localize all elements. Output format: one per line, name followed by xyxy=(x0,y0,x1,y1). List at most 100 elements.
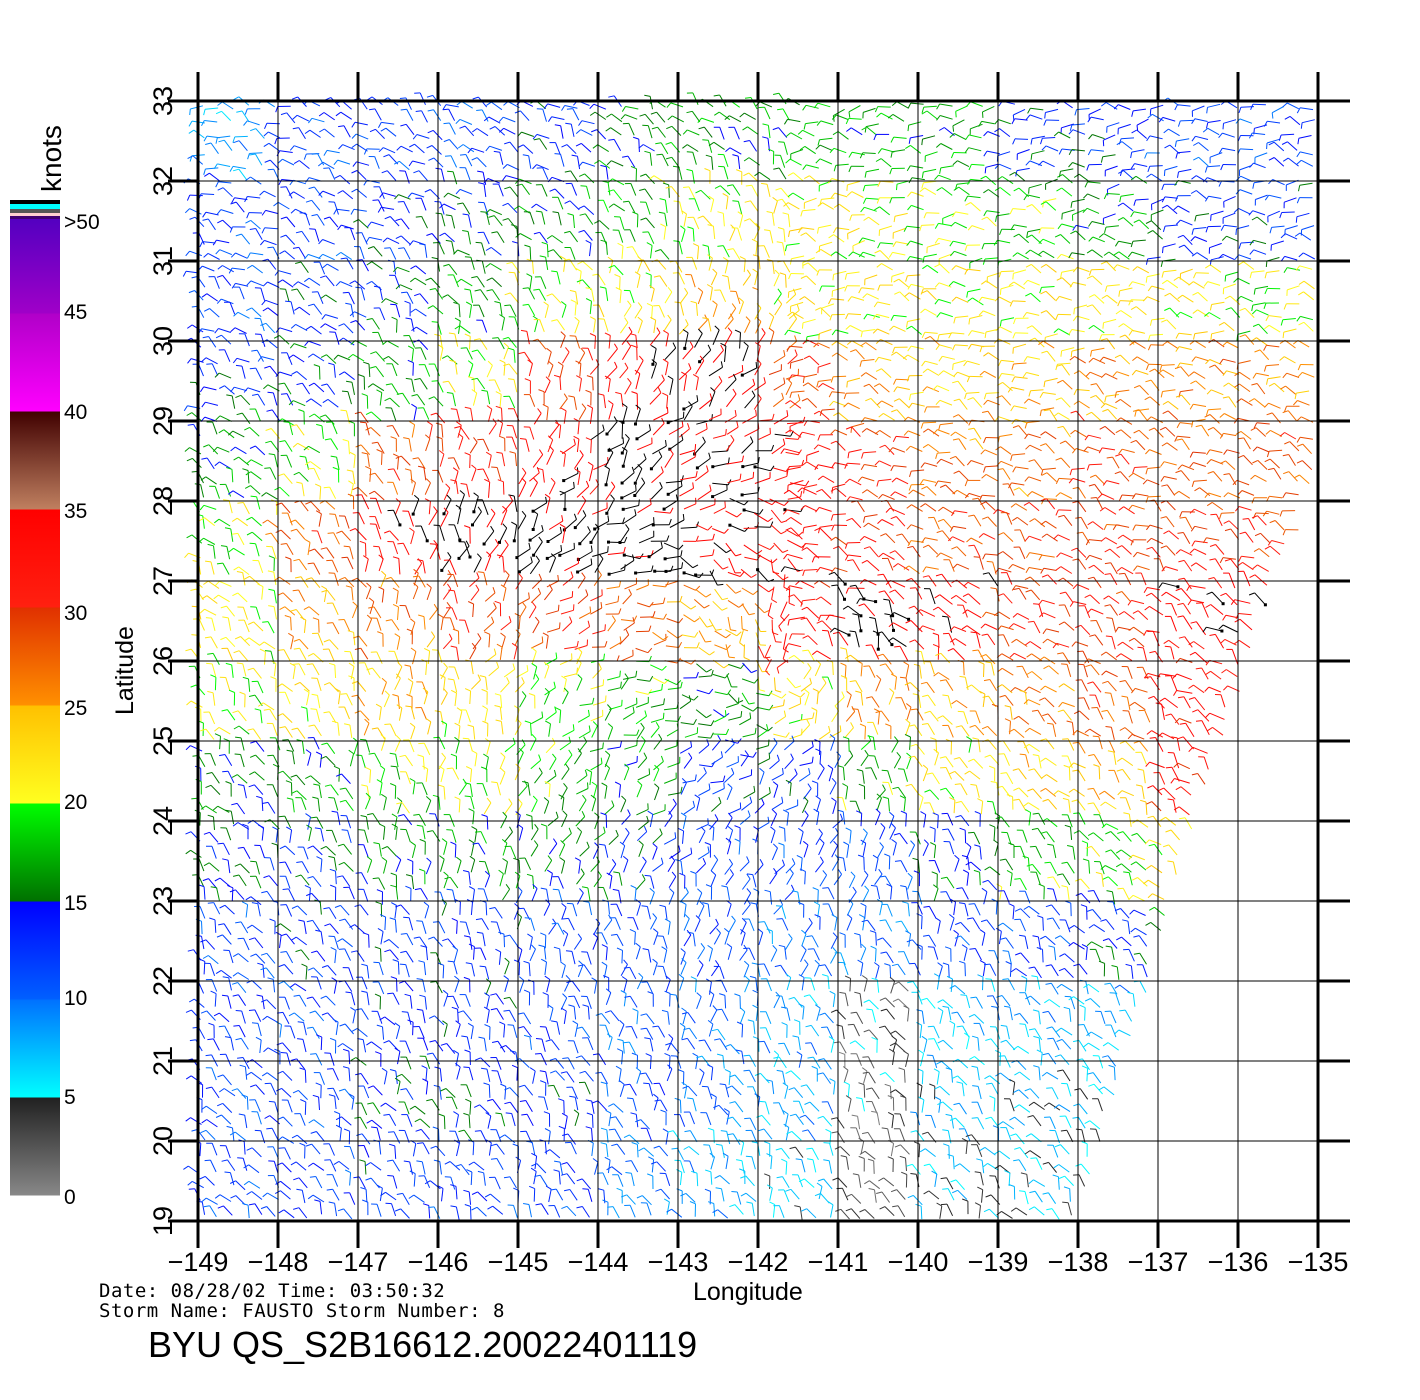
wind-barb-tick xyxy=(1163,169,1166,177)
wind-barb-tick xyxy=(952,438,959,441)
wind-barb-tick xyxy=(1040,138,1043,145)
wind-barb xyxy=(1092,236,1105,243)
wind-barb-tick xyxy=(1025,263,1032,268)
wind-barb xyxy=(958,186,970,196)
wind-barb-tick xyxy=(896,184,898,191)
wind-barb xyxy=(868,383,879,395)
wind-barb-tick xyxy=(684,287,689,294)
wind-barb-tick xyxy=(1127,251,1133,258)
wind-barb xyxy=(547,532,562,542)
wind-barb xyxy=(1268,315,1282,318)
wind-barb-tick xyxy=(368,490,375,495)
wind-barb-tick xyxy=(770,465,775,472)
wind-barb-tick xyxy=(1100,537,1106,542)
wind-barb xyxy=(1149,449,1162,455)
wind-barb xyxy=(833,147,847,154)
wind-barb xyxy=(1300,315,1314,321)
wind-barb-tick xyxy=(762,136,769,139)
wind-barb xyxy=(887,558,894,571)
wind-barb-tick xyxy=(522,154,529,157)
wind-barb-tick xyxy=(521,467,527,474)
wind-barb-tick xyxy=(387,468,394,471)
wind-barb-tick xyxy=(981,280,987,285)
wind-barb xyxy=(355,320,366,331)
wind-barb-tick xyxy=(1193,333,1196,340)
wind-barb xyxy=(561,444,576,455)
wind-barb xyxy=(529,472,540,482)
wind-barb-tick xyxy=(862,197,867,204)
wind-barb-tick xyxy=(594,160,600,165)
wind-barb xyxy=(1251,270,1265,273)
wind-barb xyxy=(379,287,383,301)
wind-barb xyxy=(712,462,729,468)
wind-barb xyxy=(683,584,696,591)
wind-barb xyxy=(774,475,788,482)
wind-barb-tick xyxy=(828,391,833,398)
wind-barb-tick xyxy=(801,547,808,551)
wind-barb xyxy=(801,227,815,230)
wind-barb-tick xyxy=(848,152,853,158)
wind-barb xyxy=(343,323,354,334)
wind-barb xyxy=(481,260,486,274)
wind-barb-tick xyxy=(1086,464,1090,471)
wind-barb xyxy=(1118,240,1132,245)
wind-barb-tick xyxy=(761,328,766,334)
wind-barb-tick xyxy=(1295,216,1298,223)
wind-barb xyxy=(607,552,624,555)
wind-barb-tick xyxy=(1038,554,1043,561)
wind-barb-flag xyxy=(666,421,670,425)
wind-barb xyxy=(337,354,351,361)
wind-barb xyxy=(1058,477,1072,480)
wind-barb-flag xyxy=(576,570,580,574)
wind-barb-tick xyxy=(1219,557,1224,564)
wind-barb-tick xyxy=(786,410,789,417)
wind-barb-tick xyxy=(1175,346,1180,352)
wind-barb xyxy=(636,274,641,288)
wind-barb xyxy=(1192,451,1206,454)
wind-barb-tick xyxy=(1028,459,1035,462)
wind-barb xyxy=(1271,412,1281,424)
wind-barb-tick xyxy=(452,467,459,472)
wind-barb-tick xyxy=(875,368,882,372)
wind-barb xyxy=(319,261,326,275)
wind-barb xyxy=(940,143,953,150)
wind-barb xyxy=(1120,429,1132,439)
wind-barb-tick xyxy=(932,385,938,391)
wind-barb xyxy=(541,184,548,197)
wind-barb-tick xyxy=(844,285,848,292)
wind-barb-tick xyxy=(304,277,310,283)
wind-barb xyxy=(539,232,548,244)
colorbar-segment xyxy=(10,313,60,412)
wind-barb xyxy=(1210,264,1222,273)
wind-barb-tick xyxy=(1133,565,1138,572)
wind-barb xyxy=(1138,219,1150,230)
wind-barb xyxy=(489,145,503,151)
wind-barb xyxy=(1002,468,1011,480)
wind-barb xyxy=(592,377,594,391)
wind-barb xyxy=(1194,508,1207,516)
wind-barb-tick xyxy=(788,273,792,280)
wind-barb xyxy=(546,580,559,588)
wind-barb xyxy=(458,437,464,450)
wind-barb-tick xyxy=(363,555,369,560)
wind-barb-tick xyxy=(533,231,540,235)
wind-barb xyxy=(1179,422,1193,425)
wind-barb-tick xyxy=(1070,429,1076,435)
wind-barb xyxy=(696,539,713,542)
wind-barb-tick xyxy=(846,517,853,522)
wind-barb xyxy=(923,105,937,108)
wind-barb-tick xyxy=(938,370,944,376)
wind-barb xyxy=(861,476,875,482)
wind-barb xyxy=(251,307,262,318)
wind-barb xyxy=(232,490,245,499)
wind-barb-tick xyxy=(800,505,806,510)
wind-barb xyxy=(279,327,293,333)
wind-barb-tick xyxy=(678,544,684,550)
wind-barb xyxy=(1177,151,1191,154)
wind-barb-tick xyxy=(346,469,353,472)
wind-barb xyxy=(695,588,707,598)
wind-barb-tick xyxy=(787,311,793,317)
wind-barb-tick xyxy=(349,528,356,532)
wind-barb xyxy=(349,227,356,241)
wind-barb-tick xyxy=(1146,135,1151,142)
